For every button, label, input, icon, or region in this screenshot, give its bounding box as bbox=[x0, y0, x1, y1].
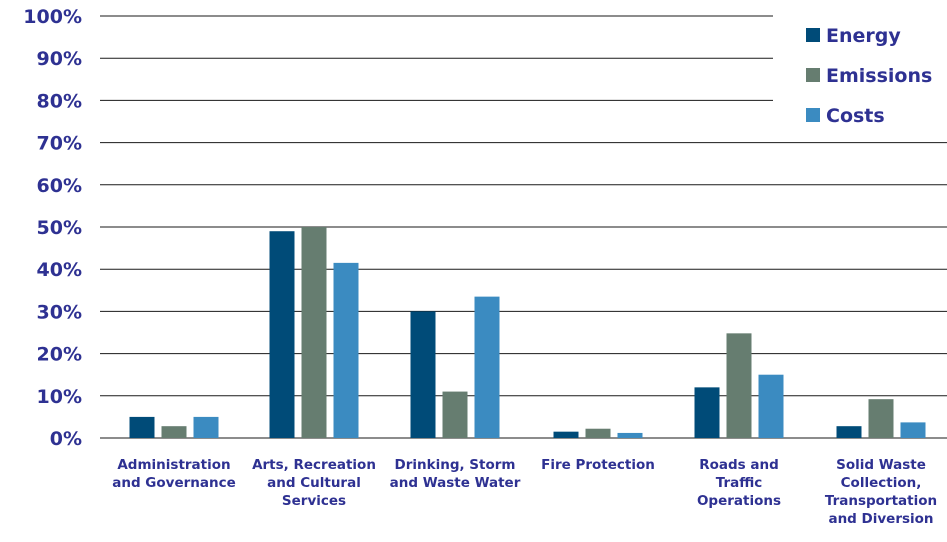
x-tick-label: and Waste Water bbox=[390, 475, 521, 491]
x-tick-label: Services bbox=[282, 493, 346, 509]
bar-energy bbox=[410, 311, 436, 438]
x-tick-label: Drinking, Storm bbox=[395, 457, 516, 473]
y-tick-label: 50% bbox=[37, 217, 82, 239]
x-tick-label: and Diversion bbox=[828, 511, 933, 527]
bar-costs bbox=[617, 432, 643, 438]
legend-label: Emissions bbox=[826, 65, 932, 87]
bar-costs bbox=[193, 416, 219, 438]
x-tick-label: Roads and bbox=[699, 457, 779, 473]
y-tick-label: 100% bbox=[23, 6, 82, 28]
x-tick-label: and Cultural bbox=[267, 475, 361, 491]
x-tick-label: Arts, Recreation bbox=[252, 457, 376, 473]
y-tick-label: 40% bbox=[37, 259, 82, 281]
bar-energy bbox=[553, 431, 579, 438]
y-tick-label: 30% bbox=[37, 301, 82, 323]
bar-costs bbox=[474, 296, 500, 438]
bar-emissions bbox=[442, 391, 468, 438]
legend-label: Costs bbox=[826, 105, 885, 127]
bar-energy bbox=[694, 387, 720, 438]
x-tick-label: Collection, bbox=[841, 475, 922, 491]
bar-emissions bbox=[726, 333, 752, 438]
y-tick-label: 80% bbox=[37, 90, 82, 112]
legend-label: Energy bbox=[826, 25, 901, 47]
bar-energy bbox=[129, 416, 155, 438]
y-tick-label: 60% bbox=[37, 175, 82, 197]
x-tick-label: Solid Waste bbox=[836, 457, 926, 473]
legend-swatch bbox=[806, 28, 820, 42]
y-tick-label: 70% bbox=[37, 133, 82, 155]
legend-swatch bbox=[806, 108, 820, 122]
bar-emissions bbox=[301, 227, 327, 438]
y-tick-label: 0% bbox=[50, 428, 82, 450]
x-tick-label: Fire Protection bbox=[541, 457, 655, 473]
x-tick-label: Traffic bbox=[716, 475, 763, 491]
bar-costs bbox=[758, 374, 784, 438]
x-tick-label: Administration bbox=[117, 457, 230, 473]
bar-energy bbox=[836, 426, 862, 438]
bar-costs bbox=[900, 422, 926, 438]
y-tick-label: 20% bbox=[37, 344, 82, 366]
y-tick-label: 10% bbox=[37, 386, 82, 408]
bar-emissions bbox=[161, 426, 187, 438]
bar-emissions bbox=[868, 399, 894, 438]
bar-costs bbox=[333, 262, 359, 438]
x-tick-label: Transportation bbox=[825, 493, 937, 509]
x-tick-label: Operations bbox=[697, 493, 781, 509]
legend-swatch bbox=[806, 68, 820, 82]
x-tick-label: and Governance bbox=[112, 475, 236, 491]
bar-emissions bbox=[585, 428, 611, 438]
y-tick-label: 90% bbox=[37, 48, 82, 70]
bar-energy bbox=[269, 231, 295, 438]
